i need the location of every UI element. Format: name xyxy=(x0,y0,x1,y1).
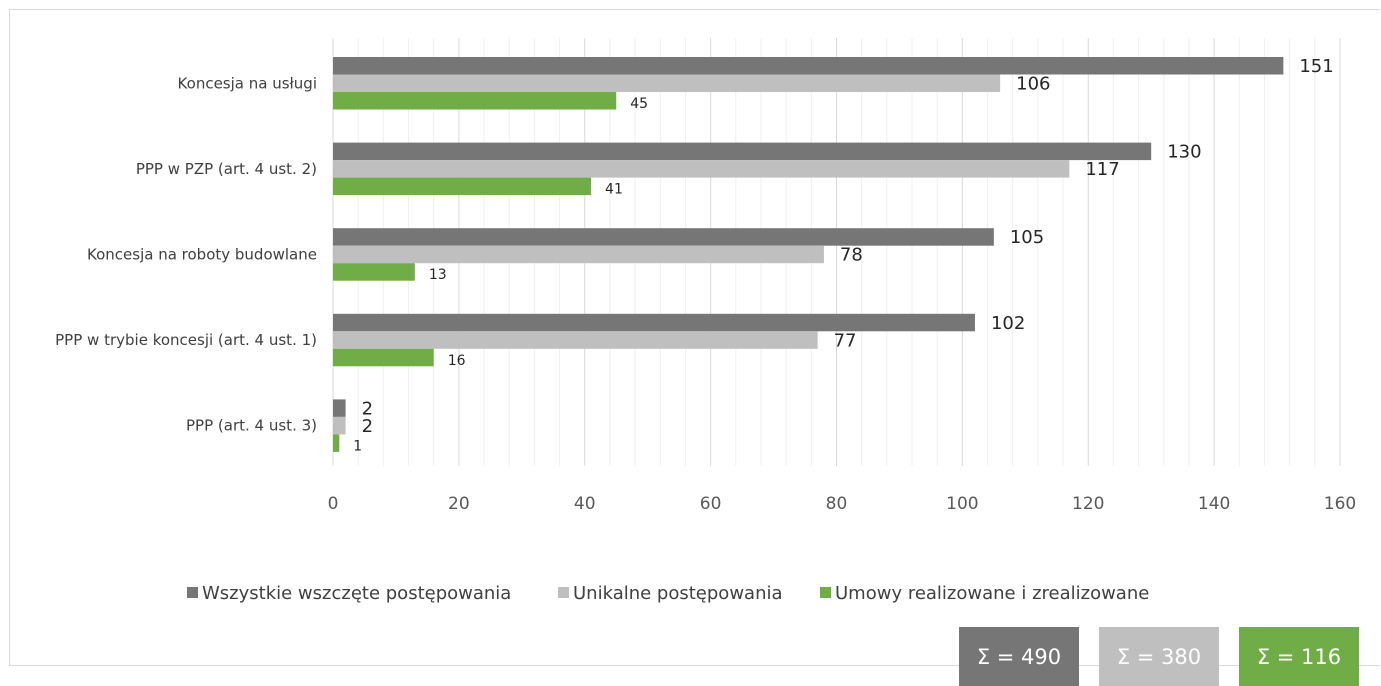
bar xyxy=(333,416,346,435)
tick-labels: 0 20 40 60 80 100 120 140 160 xyxy=(328,494,1357,514)
data-label: 41 xyxy=(605,182,623,198)
legend-swatch xyxy=(820,587,831,598)
bar xyxy=(333,74,1001,92)
category-label: Koncesja na roboty budowlane xyxy=(87,245,317,263)
x-tick-label: 20 xyxy=(448,494,470,514)
bar xyxy=(333,399,346,417)
bar xyxy=(333,57,1284,75)
legend-label: Umowy realizowane i zrealizowane xyxy=(835,583,1149,604)
data-label: 102 xyxy=(991,313,1025,334)
data-label: 78 xyxy=(840,245,863,266)
x-tick-label: 60 xyxy=(700,494,722,514)
bar xyxy=(333,245,824,264)
bar xyxy=(333,263,415,281)
bar xyxy=(333,142,1152,161)
x-tick-label: 100 xyxy=(946,494,978,514)
data-label: 13 xyxy=(429,267,447,283)
data-label: 151 xyxy=(1299,56,1333,77)
category-label: PPP w trybie koncesji (art. 4 ust. 1) xyxy=(55,331,317,349)
x-tick-label: 80 xyxy=(826,494,848,514)
category-label: Koncesja na usługi xyxy=(178,74,317,92)
total-all-label: Σ = 490 xyxy=(976,644,1062,669)
data-label: 105 xyxy=(1010,227,1044,248)
x-tick-label: 0 xyxy=(328,494,339,514)
bars xyxy=(333,57,1284,452)
legend-swatch xyxy=(187,587,198,598)
bar xyxy=(333,313,975,332)
bar xyxy=(333,177,592,196)
x-tick-label: 120 xyxy=(1072,494,1104,514)
data-label: 16 xyxy=(448,353,466,369)
bar xyxy=(333,92,617,110)
data-label: 130 xyxy=(1167,142,1201,163)
x-tick-label: 140 xyxy=(1198,494,1230,514)
total-box-contracts: Σ = 116 xyxy=(1239,627,1359,686)
x-tick-label: 40 xyxy=(574,494,596,514)
data-label: 106 xyxy=(1016,74,1050,95)
category-labels: Koncesja na usługi PPP w PZP (art. 4 ust.… xyxy=(55,74,317,434)
legend-label: Wszystkie wszczęte postępowania xyxy=(202,583,511,604)
data-label: 77 xyxy=(834,330,857,351)
data-label: 117 xyxy=(1085,159,1119,180)
bar xyxy=(333,348,434,367)
legend: Wszystkie wszczęte postępowania Unikalne … xyxy=(187,583,1149,604)
total-contracts-label: Σ = 116 xyxy=(1256,644,1342,669)
data-label: 2 xyxy=(362,416,373,437)
category-label: PPP w PZP (art. 4 ust. 2) xyxy=(136,160,317,178)
x-tick-label: 160 xyxy=(1324,494,1356,514)
data-label: 2 xyxy=(362,398,373,419)
total-box-unique: Σ = 380 xyxy=(1099,627,1219,686)
data-label: 1 xyxy=(353,438,362,454)
bar xyxy=(333,160,1070,178)
bar xyxy=(333,331,818,349)
chart-frame xyxy=(9,9,1380,666)
bar xyxy=(333,434,340,452)
total-unique-label: Σ = 380 xyxy=(1116,644,1202,669)
category-label: PPP (art. 4 ust. 3) xyxy=(186,417,317,435)
legend-label: Unikalne postępowania xyxy=(573,583,783,604)
legend-swatch xyxy=(558,587,569,598)
data-label: 45 xyxy=(630,96,648,112)
bar xyxy=(333,228,994,246)
total-box-all: Σ = 490 xyxy=(959,627,1079,686)
